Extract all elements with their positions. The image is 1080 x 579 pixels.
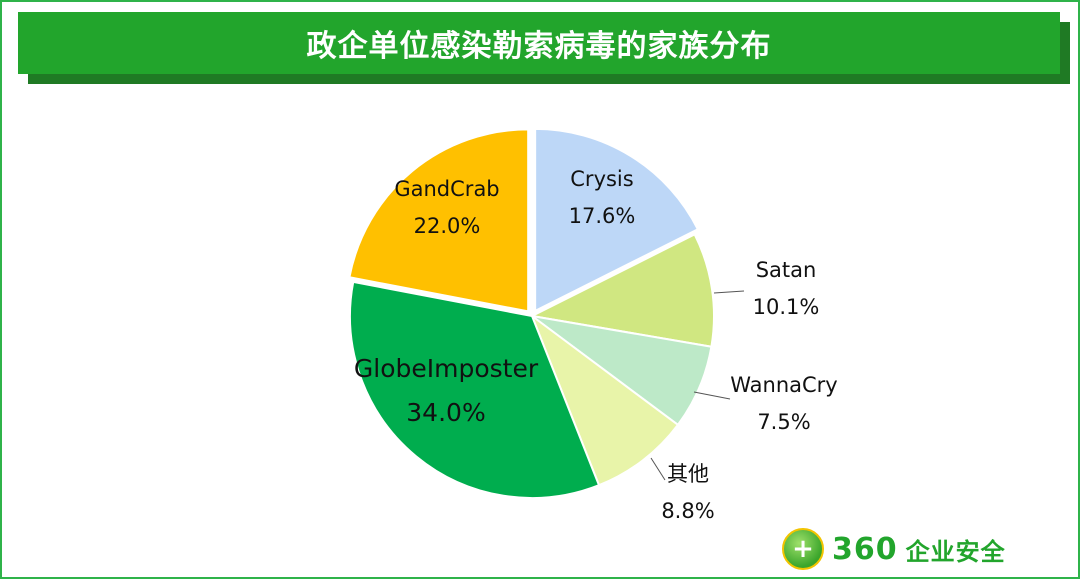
slice-label-2: WannaCry — [730, 373, 838, 397]
leader-line-3 — [650, 457, 666, 481]
chart-title: 政企单位感染勒索病毒的家族分布 — [306, 29, 772, 64]
pie-slice-0 — [534, 127, 700, 313]
leader-line-1 — [713, 290, 745, 294]
slice-value-5: 22.0% — [414, 214, 481, 238]
pie-slice-3 — [529, 313, 680, 487]
slice-value-2: 7.5% — [757, 410, 810, 434]
leader-line-2 — [693, 391, 731, 400]
slice-label-0: Crysis — [570, 167, 633, 191]
slice-label-3: 其他 — [667, 462, 709, 486]
pie-slice-1 — [528, 233, 715, 348]
brand-number: 360 — [832, 531, 898, 567]
brand-logo: + 360 企业安全 — [782, 528, 1006, 570]
pie-slice-5 — [348, 128, 530, 313]
slice-label-1: Satan — [756, 258, 817, 282]
slice-label-4: GlobeImposter — [354, 354, 539, 383]
brand-text: 企业安全 — [905, 537, 1006, 566]
slice-value-4: 34.0% — [406, 398, 485, 427]
title-bar: 政企单位感染勒索病毒的家族分布 — [18, 12, 1060, 74]
slice-label-5: GandCrab — [394, 177, 499, 201]
slice-value-0: 17.6% — [569, 204, 636, 228]
plus-icon: + — [782, 528, 824, 570]
slice-value-1: 10.1% — [753, 295, 820, 319]
slice-value-3: 8.8% — [661, 499, 714, 523]
pie-slice-4 — [349, 280, 601, 499]
